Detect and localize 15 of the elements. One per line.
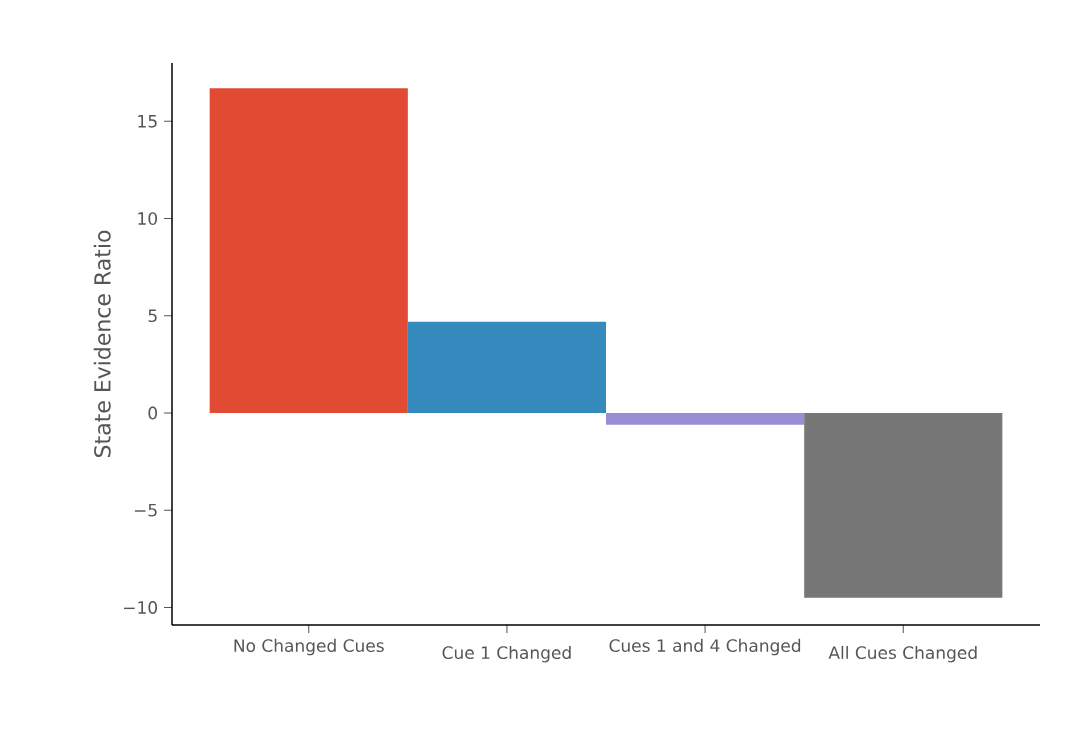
- x-tick-label: Cue 1 Changed: [442, 645, 571, 663]
- y-tick-label: 5: [148, 309, 157, 323]
- x-tick-label: Cues 1 and 4 Changed: [609, 638, 801, 656]
- y-axis-title: State Evidence Ratio: [93, 230, 111, 457]
- x-tick-label: No Changed Cues: [234, 638, 384, 656]
- bar: [407, 321, 607, 414]
- y-tick-label: 0: [148, 406, 158, 420]
- y-tick-label: 10: [138, 212, 158, 225]
- bar: [209, 88, 408, 414]
- y-tick-label: −5: [134, 503, 157, 517]
- bar: [606, 413, 805, 425]
- x-tick-label: All Cues Changed: [828, 645, 977, 663]
- y-tick-label: 15: [138, 115, 157, 128]
- bar: [804, 413, 1003, 598]
- y-tick-label: −10: [124, 601, 158, 614]
